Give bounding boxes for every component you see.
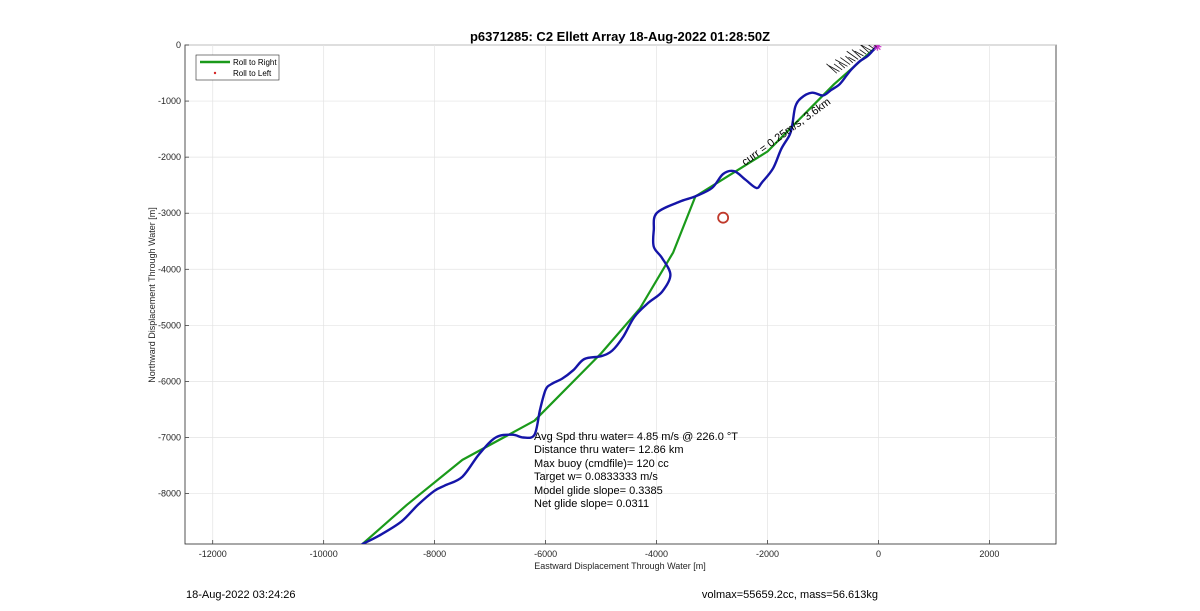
plot-area xyxy=(184,44,1057,545)
current-arrow xyxy=(867,45,875,50)
current-arrow xyxy=(834,59,848,67)
legend-label-roll-right: Roll to Right xyxy=(233,58,277,67)
legend: Roll to Right Roll to Left xyxy=(195,54,280,81)
footer-timestamp: 18-Aug-2022 03:24:26 xyxy=(186,589,295,601)
chart-title: p6371285: C2 Ellett Array 18-Aug-2022 01… xyxy=(470,29,770,44)
x-tick-label: -8000 xyxy=(423,549,446,559)
current-arrow xyxy=(840,57,851,65)
legend-box xyxy=(195,54,280,81)
annotation-line: Target w= 0.0833333 m/s xyxy=(534,471,658,483)
current-arrow xyxy=(854,50,864,57)
x-tick-label: -6000 xyxy=(534,549,557,559)
current-arrow xyxy=(848,56,856,62)
annotation-line: Distance thru water= 12.86 km xyxy=(534,444,684,456)
grid-lines xyxy=(185,44,1056,544)
y-tick-label: -2000 xyxy=(158,152,181,162)
marker-layer xyxy=(717,45,882,224)
y-tick-label: -6000 xyxy=(158,376,181,386)
current-arrow xyxy=(851,49,862,58)
legend-swatch-roll-left xyxy=(213,71,217,75)
series-layer xyxy=(361,45,880,544)
y-tick-label: -3000 xyxy=(158,208,181,218)
current-arrow xyxy=(873,45,878,48)
y-tick-label: -5000 xyxy=(158,320,181,330)
x-tick-label: -2000 xyxy=(756,549,779,559)
current-arrow xyxy=(846,50,859,60)
start-star-marker xyxy=(873,45,882,51)
y-tick-label: 0 xyxy=(176,40,181,50)
annotation-line: Max buoy (cmdfile)= 120 cc xyxy=(534,458,669,470)
x-tick-label: -12000 xyxy=(199,549,227,559)
y-tick-label: -1000 xyxy=(158,96,181,106)
y-axis-ticks: 0 -1000 -2000 -3000 -4000 -5000 -6000 -7000 -800… xyxy=(158,40,189,499)
current-arrow xyxy=(838,62,846,69)
stats-annotation: Avg Spd thru water= 4.85 m/s @ 226.0 °T … xyxy=(534,431,738,510)
series-line-track xyxy=(361,45,880,544)
x-tick-label: -10000 xyxy=(310,549,338,559)
current-arrow xyxy=(859,49,867,55)
legend-label-roll-left: Roll to Left xyxy=(233,69,272,78)
current-arrow xyxy=(833,63,843,71)
annotation-line: Model glide slope= 0.3385 xyxy=(534,485,663,497)
current-arrow xyxy=(860,45,872,52)
x-axis-label: Eastward Displacement Through Water [m] xyxy=(534,561,706,571)
y-tick-label: -8000 xyxy=(158,489,181,499)
current-arrow xyxy=(845,55,854,64)
x-tick-label: 2000 xyxy=(979,549,999,559)
current-arrow xyxy=(860,45,870,53)
y-tick-label: -7000 xyxy=(158,432,181,442)
current-arrow xyxy=(828,65,840,72)
annotation-line: Net glide slope= 0.0311 xyxy=(534,498,649,510)
x-tick-label: -4000 xyxy=(645,549,668,559)
target-circle-marker xyxy=(717,211,730,224)
current-arrows xyxy=(826,45,878,74)
y-axis-label: Northward Displacement Through Water [m] xyxy=(147,207,157,383)
x-axis-ticks: -12000 -10000 -8000 -6000 -4000 -2000 0 2000 xyxy=(199,540,999,559)
series-line-roll-right xyxy=(361,45,880,544)
footer-volmax-mass: volmax=55659.2cc, mass=56.613kg xyxy=(702,589,878,601)
annotation-line: Avg Spd thru water= 4.85 m/s @ 226.0 °T xyxy=(534,431,738,443)
y-tick-label: -4000 xyxy=(158,264,181,274)
current-arrow xyxy=(826,63,838,74)
x-tick-label: 0 xyxy=(876,549,881,559)
